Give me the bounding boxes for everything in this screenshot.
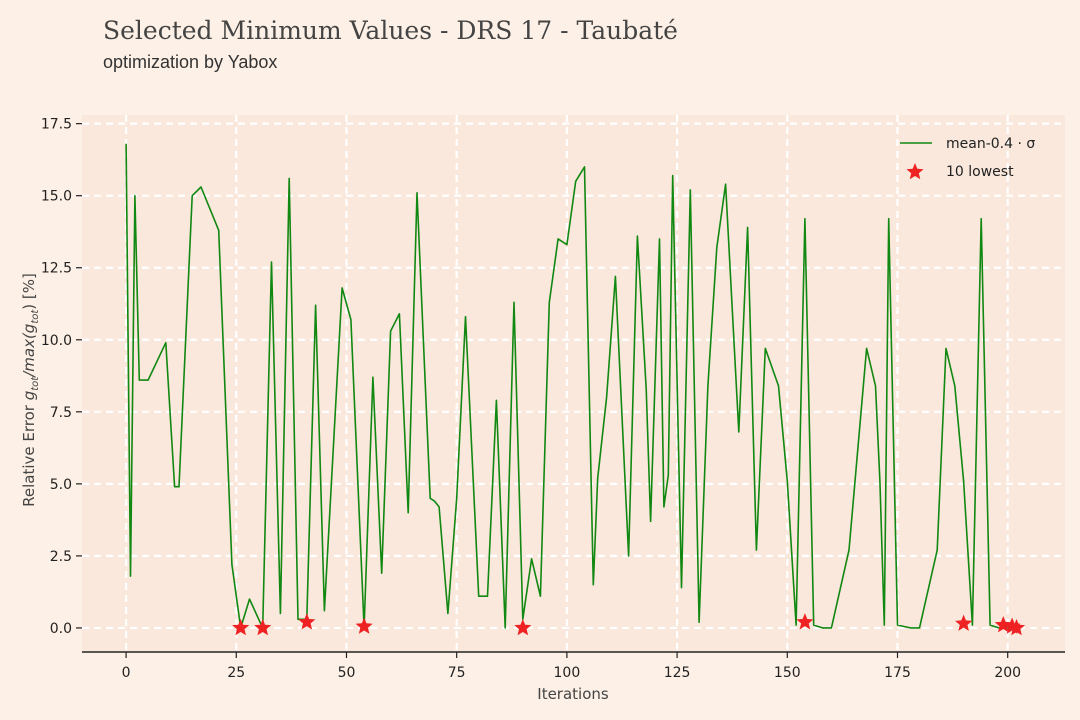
lowest-star-marker	[514, 618, 532, 636]
lowest-star-marker	[298, 613, 316, 630]
y-tick-label: 0.0	[50, 621, 72, 637]
y-tick-label: 7.5	[50, 405, 72, 421]
x-tick-label: 75	[448, 665, 466, 681]
lowest-star-marker	[994, 616, 1012, 633]
x-axis-label: Iterations	[537, 685, 609, 703]
x-tick-label: 0	[122, 665, 131, 681]
y-tick-label: 5.0	[50, 477, 72, 493]
y-tick-label: 12.5	[41, 261, 72, 277]
y-tick-label: 15.0	[41, 189, 72, 205]
series-line	[125, 143, 1017, 629]
lowest-star-marker	[796, 613, 814, 630]
legend-label-line: mean-0.4 · σ	[946, 136, 1035, 152]
lowest-star-marker	[254, 618, 272, 636]
marker-layer	[232, 613, 1026, 636]
y-tick-label: 17.5	[41, 117, 72, 133]
lowest-star-marker	[1007, 618, 1026, 636]
plot-area	[82, 115, 1065, 651]
x-ticks: 0 25 50 75 100 125 150 175 200	[122, 652, 1021, 681]
x-tick-label: 100	[554, 665, 581, 681]
y-tick-label: 10.0	[41, 333, 72, 349]
y-axis-label: Relative Error gtot/max(gtot) [%]	[20, 273, 41, 507]
series-layer	[125, 143, 1017, 629]
x-tick-label: 200	[994, 665, 1021, 681]
x-tick-label: 50	[338, 665, 356, 681]
y-ticks: 0.0 2.5 5.0 7.5 10.0 12.5 15.0 17.5	[41, 117, 82, 637]
x-tick-label: 175	[884, 665, 911, 681]
chart-subtitle: optimization by Yabox	[103, 52, 278, 72]
x-tick-label: 25	[227, 665, 245, 681]
lowest-star-marker	[232, 618, 250, 636]
x-tick-label: 150	[774, 665, 801, 681]
lowest-star-marker	[955, 614, 973, 631]
grid	[82, 115, 1065, 651]
legend: mean-0.4 · σ 10 lowest	[900, 136, 1035, 180]
chart-title: Selected Minimum Values - DRS 17 - Tauba…	[103, 16, 678, 45]
y-tick-label: 2.5	[50, 549, 72, 565]
lowest-star-marker	[355, 617, 373, 634]
legend-star-swatch	[906, 163, 924, 180]
x-tick-label: 125	[664, 665, 691, 681]
legend-label-stars: 10 lowest	[946, 164, 1014, 180]
